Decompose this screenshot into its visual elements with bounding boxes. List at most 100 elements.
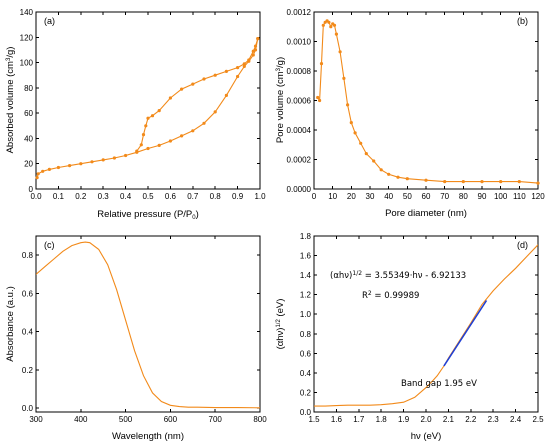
x-tick-label: 2.4: [510, 415, 522, 424]
x-tick-label: 0.2: [75, 192, 87, 201]
data-point: [346, 103, 350, 107]
data-point: [461, 180, 465, 184]
y-tick-label: 0.8: [22, 251, 34, 260]
plot-frame: [313, 11, 539, 190]
y-tick-label: 100: [20, 59, 34, 68]
chart-panel-2: 0 10 20 30 40 50 60 70 80 90 100 110 120 0.0000 0.0002…: [275, 8, 545, 219]
x-tick-label: 1.8: [376, 415, 388, 424]
y-tick-label: 0.0012: [287, 8, 312, 17]
x-tick-label: 2.5: [532, 415, 544, 424]
panel-label: (c): [44, 240, 55, 250]
data-point: [247, 58, 251, 62]
x-tick-label: 2.1: [443, 415, 455, 424]
data-point: [168, 139, 172, 143]
data-point: [334, 32, 338, 36]
data-point: [242, 62, 246, 66]
y-tick-label: 80: [24, 84, 33, 93]
band-gap-annotation: Band gap 1.95 eV: [401, 379, 477, 389]
y-tick-label: 1.0: [300, 310, 312, 319]
y-tick-label: 0.2: [300, 388, 312, 397]
data-point: [396, 175, 400, 179]
data-point: [101, 158, 105, 162]
data-point: [321, 23, 325, 27]
series-line: [36, 38, 259, 178]
y-tick-label: 1.2: [300, 291, 312, 300]
series-line: [314, 244, 538, 407]
y-tick-label: 0.0010: [287, 38, 312, 47]
y-tick-label: 20: [24, 160, 33, 169]
y-tick-label: 140: [20, 8, 34, 17]
y-axis-label: Absorbed volume (cm3/g): [5, 47, 16, 154]
r-squared: R2 = 0.99989: [362, 290, 419, 301]
x-tick-label: 30: [366, 192, 375, 201]
x-tick-label: 10: [328, 192, 337, 201]
data-point: [251, 49, 255, 53]
data-point: [372, 159, 376, 163]
y-tick-label: 0.0: [300, 408, 312, 417]
x-tick-label: 50: [403, 192, 412, 201]
data-point: [135, 149, 139, 153]
chart-panels: 0.0 0.1 0.2 0.3 0.4 0.5 0.6 0.7 0.8 0.9 1.0 0 20 40 60…: [5, 8, 545, 442]
x-axis-label: Relative pressure (P/P0): [97, 209, 199, 221]
data-point: [56, 165, 61, 170]
y-tick-label: 0.4: [22, 328, 34, 337]
series-line: [317, 20, 538, 184]
x-tick-label: 90: [478, 192, 487, 201]
data-point: [180, 87, 184, 91]
data-point: [90, 160, 94, 164]
data-point: [224, 93, 228, 97]
data-point: [405, 177, 409, 181]
data-point: [353, 131, 357, 135]
x-tick-label: 1.7: [353, 415, 365, 424]
x-tick-label: 0.4: [120, 192, 132, 201]
x-tick-label: 1.6: [331, 415, 343, 424]
y-tick-label: 0.0002: [287, 156, 312, 165]
data-point: [251, 53, 255, 57]
data-point: [157, 109, 161, 113]
data-point: [327, 20, 331, 24]
data-point: [41, 169, 45, 173]
x-tick-label: 0.6: [165, 192, 177, 201]
x-tick-label: 40: [384, 192, 393, 201]
series-line: [136, 38, 259, 152]
y-tick-label: 0.2: [22, 366, 34, 375]
data-point: [112, 156, 116, 160]
x-axis-label: hν (eV): [411, 431, 442, 442]
data-point: [480, 180, 484, 184]
y-axis-label: (αhν)1/2 (eV): [275, 299, 286, 350]
panel-label: (d): [517, 240, 528, 250]
y-axis-label: Pore volume (cm3/g): [275, 57, 286, 143]
data-point: [332, 23, 337, 27]
x-tick-label: 80: [459, 192, 468, 201]
data-point: [35, 176, 39, 180]
data-point: [387, 172, 391, 176]
x-tick-label: 110: [513, 192, 526, 201]
y-tick-label: 0.4: [300, 369, 312, 378]
x-tick-label: 0.9: [232, 192, 244, 201]
x-tick-label: 500: [119, 415, 133, 424]
x-tick-label: 1.5: [308, 415, 320, 424]
plot-frame: [35, 235, 261, 413]
x-tick-label: 400: [74, 415, 88, 424]
data-point: [144, 124, 148, 128]
x-tick-label: 20: [347, 192, 356, 201]
data-point: [319, 62, 324, 66]
data-point: [329, 25, 333, 29]
data-point: [359, 141, 363, 145]
x-tick-label: 2.3: [488, 415, 500, 424]
data-point: [236, 74, 240, 79]
series-line: [36, 241, 260, 409]
data-point: [318, 98, 322, 103]
data-point: [202, 121, 206, 125]
x-tick-label: 2.0: [420, 415, 432, 424]
y-tick-label: 60: [24, 109, 33, 118]
data-point: [499, 180, 503, 184]
x-tick-label: 2.2: [465, 415, 477, 424]
data-point: [202, 77, 206, 81]
x-tick-label: 1.0: [254, 192, 266, 201]
data-point: [364, 152, 368, 156]
panel-label: (a): [44, 16, 55, 26]
y-tick-label: 1.4: [300, 271, 312, 280]
data-point: [316, 95, 320, 100]
